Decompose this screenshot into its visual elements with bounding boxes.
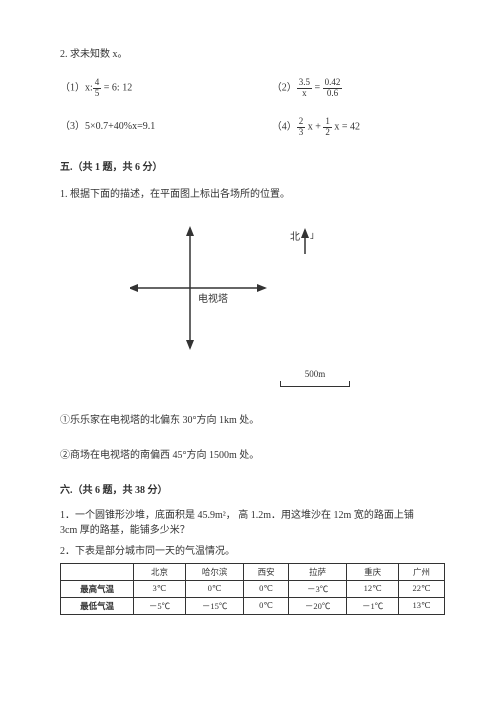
eq4-prefix: （4）	[272, 121, 297, 132]
question-2-title: 2. 求未知数 x。	[60, 45, 445, 60]
table-header-cell: 西安	[244, 563, 288, 580]
table-cell: －5℃	[134, 597, 186, 614]
eq1-den: 5	[93, 89, 102, 99]
diagram-svg	[130, 218, 360, 393]
table-cell: 13℃	[398, 597, 444, 614]
eq4-bfrac: 12	[323, 117, 332, 138]
eq4-bden: 2	[323, 128, 332, 138]
table-header-cell: 拉萨	[288, 563, 347, 580]
section-5-item2: ②商场在电视塔的南偏西 45°方向 1500m 处。	[60, 446, 445, 461]
section-5-q1: 1. 根据下面的描述，在平面图上标出各场所的位置。	[60, 185, 445, 200]
section-5-heading: 五.（共 1 题，共 6 分）	[60, 158, 445, 173]
table-cell: 12℃	[347, 580, 399, 597]
eq2-lfrac: 3.5x	[297, 78, 312, 99]
table-cell: 最低气温	[61, 597, 134, 614]
section-6-q1b: 3cm 厚的路基，能铺多少米？	[60, 525, 190, 536]
scale-label: 500m	[280, 369, 350, 379]
table-row: 最高气温 3℃ 0℃ 0℃ －3℃ 12℃ 22℃	[61, 580, 445, 597]
eq2-prefix: （2）	[272, 83, 297, 94]
temperature-table: 北京 哈尔滨 西安 拉萨 重庆 广州 最高气温 3℃ 0℃ 0℃ －3℃ 12℃…	[60, 563, 445, 615]
section-5-item1: ①乐乐家在电视塔的北偏东 30°方向 1km 处。	[60, 411, 445, 426]
eq2-rfrac: 0.420.6	[323, 78, 343, 99]
eq4-suffix: x = 42	[332, 121, 360, 132]
table-header-cell: 广州	[398, 563, 444, 580]
table-cell: －20℃	[288, 597, 347, 614]
equation-2: （2）3.5x = 0.420.6	[272, 78, 445, 99]
scale-bar: 500m	[280, 369, 350, 387]
equation-row-2: （3）5×0.7+40%x=9.1 （4）23 x + 12 x = 42	[60, 117, 445, 138]
eq1-prefix: （1）x:	[60, 83, 93, 94]
eq2-rden: 0.6	[323, 89, 343, 99]
eq2-lden: x	[297, 89, 312, 99]
center-label: 电视塔	[198, 290, 228, 305]
section-6-q1: 1．一个圆锥形沙堆，底面积是 45.9m²， 高 1.2m．用这堆沙在 12m …	[60, 508, 445, 538]
eq4-aden: 3	[297, 128, 306, 138]
eq4-afrac: 23	[297, 117, 306, 138]
eq4-mid: x +	[305, 121, 323, 132]
eq2-eq: =	[312, 83, 323, 94]
section-6-heading: 六.（共 6 题，共 38 分）	[60, 481, 445, 496]
north-label: 北	[290, 228, 300, 243]
table-cell: 最高气温	[61, 580, 134, 597]
table-cell: －1℃	[347, 597, 399, 614]
table-row: 最低气温 －5℃ －15℃ 0℃ －20℃ －1℃ 13℃	[61, 597, 445, 614]
table-cell: 22℃	[398, 580, 444, 597]
north-line-tick: 」	[310, 228, 319, 241]
table-head: 北京 哈尔滨 西安 拉萨 重庆 广州	[61, 563, 445, 580]
equation-4: （4）23 x + 12 x = 42	[272, 117, 445, 138]
table-cell: 0℃	[185, 580, 244, 597]
table-header-cell: 哈尔滨	[185, 563, 244, 580]
table-header-row: 北京 哈尔滨 西安 拉萨 重庆 广州	[61, 563, 445, 580]
section-6-q2: 2．下表是部分城市同一天的气温情况。	[60, 542, 445, 557]
equation-3: （3）5×0.7+40%x=9.1	[60, 117, 272, 138]
table-cell: 3℃	[134, 580, 186, 597]
position-diagram: 北 」 电视塔 500m	[130, 218, 360, 393]
table-cell: 0℃	[244, 580, 288, 597]
table-cell: －3℃	[288, 580, 347, 597]
eq1-frac: 45	[93, 78, 102, 99]
table-header-cell	[61, 563, 134, 580]
section-6-q1a: 1．一个圆锥形沙堆，底面积是 45.9m²， 高 1.2m．用这堆沙在 12m …	[60, 510, 414, 521]
eq1-suffix: = 6: 12	[101, 83, 132, 94]
equation-row-1: （1）x:45 = 6: 12 （2）3.5x = 0.420.6	[60, 78, 445, 99]
equation-1: （1）x:45 = 6: 12	[60, 78, 272, 99]
table-header-cell: 北京	[134, 563, 186, 580]
table-cell: －15℃	[185, 597, 244, 614]
table-cell: 0℃	[244, 597, 288, 614]
scale-line	[280, 381, 350, 387]
table-header-cell: 重庆	[347, 563, 399, 580]
table-body: 最高气温 3℃ 0℃ 0℃ －3℃ 12℃ 22℃ 最低气温 －5℃ －15℃ …	[61, 580, 445, 614]
